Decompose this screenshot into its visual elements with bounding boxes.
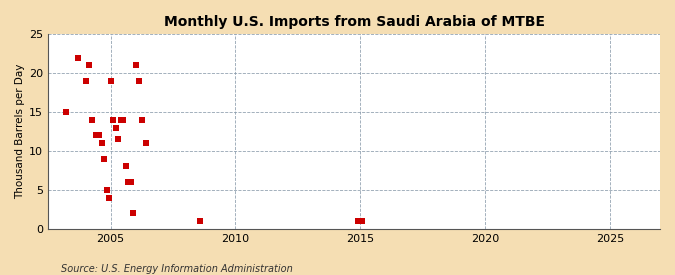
Point [101,188,112,192]
Point [86,118,97,122]
Point [352,219,363,223]
Title: Monthly U.S. Imports from Saudi Arabia of MTBE: Monthly U.S. Imports from Saudi Arabia o… [163,15,545,29]
Point [94,133,105,138]
Point [80,79,91,83]
Point [140,141,151,145]
Point [125,180,136,184]
Point [120,164,131,169]
Point [84,63,95,68]
Point [130,63,141,68]
Point [113,137,124,141]
Text: Source: U.S. Energy Information Administration: Source: U.S. Energy Information Administ… [61,264,292,274]
Point [134,79,144,83]
Point [117,118,128,122]
Point [73,56,84,60]
Y-axis label: Thousand Barrels per Day: Thousand Barrels per Day [15,64,25,199]
Point [60,110,71,114]
Point [99,156,110,161]
Point [104,195,115,200]
Point [110,125,121,130]
Point [90,133,101,138]
Point [195,219,206,223]
Point [108,118,119,122]
Point [115,118,126,122]
Point [123,180,134,184]
Point [97,141,107,145]
Point [136,118,147,122]
Point [356,219,367,223]
Point [128,211,138,215]
Point [105,79,116,83]
